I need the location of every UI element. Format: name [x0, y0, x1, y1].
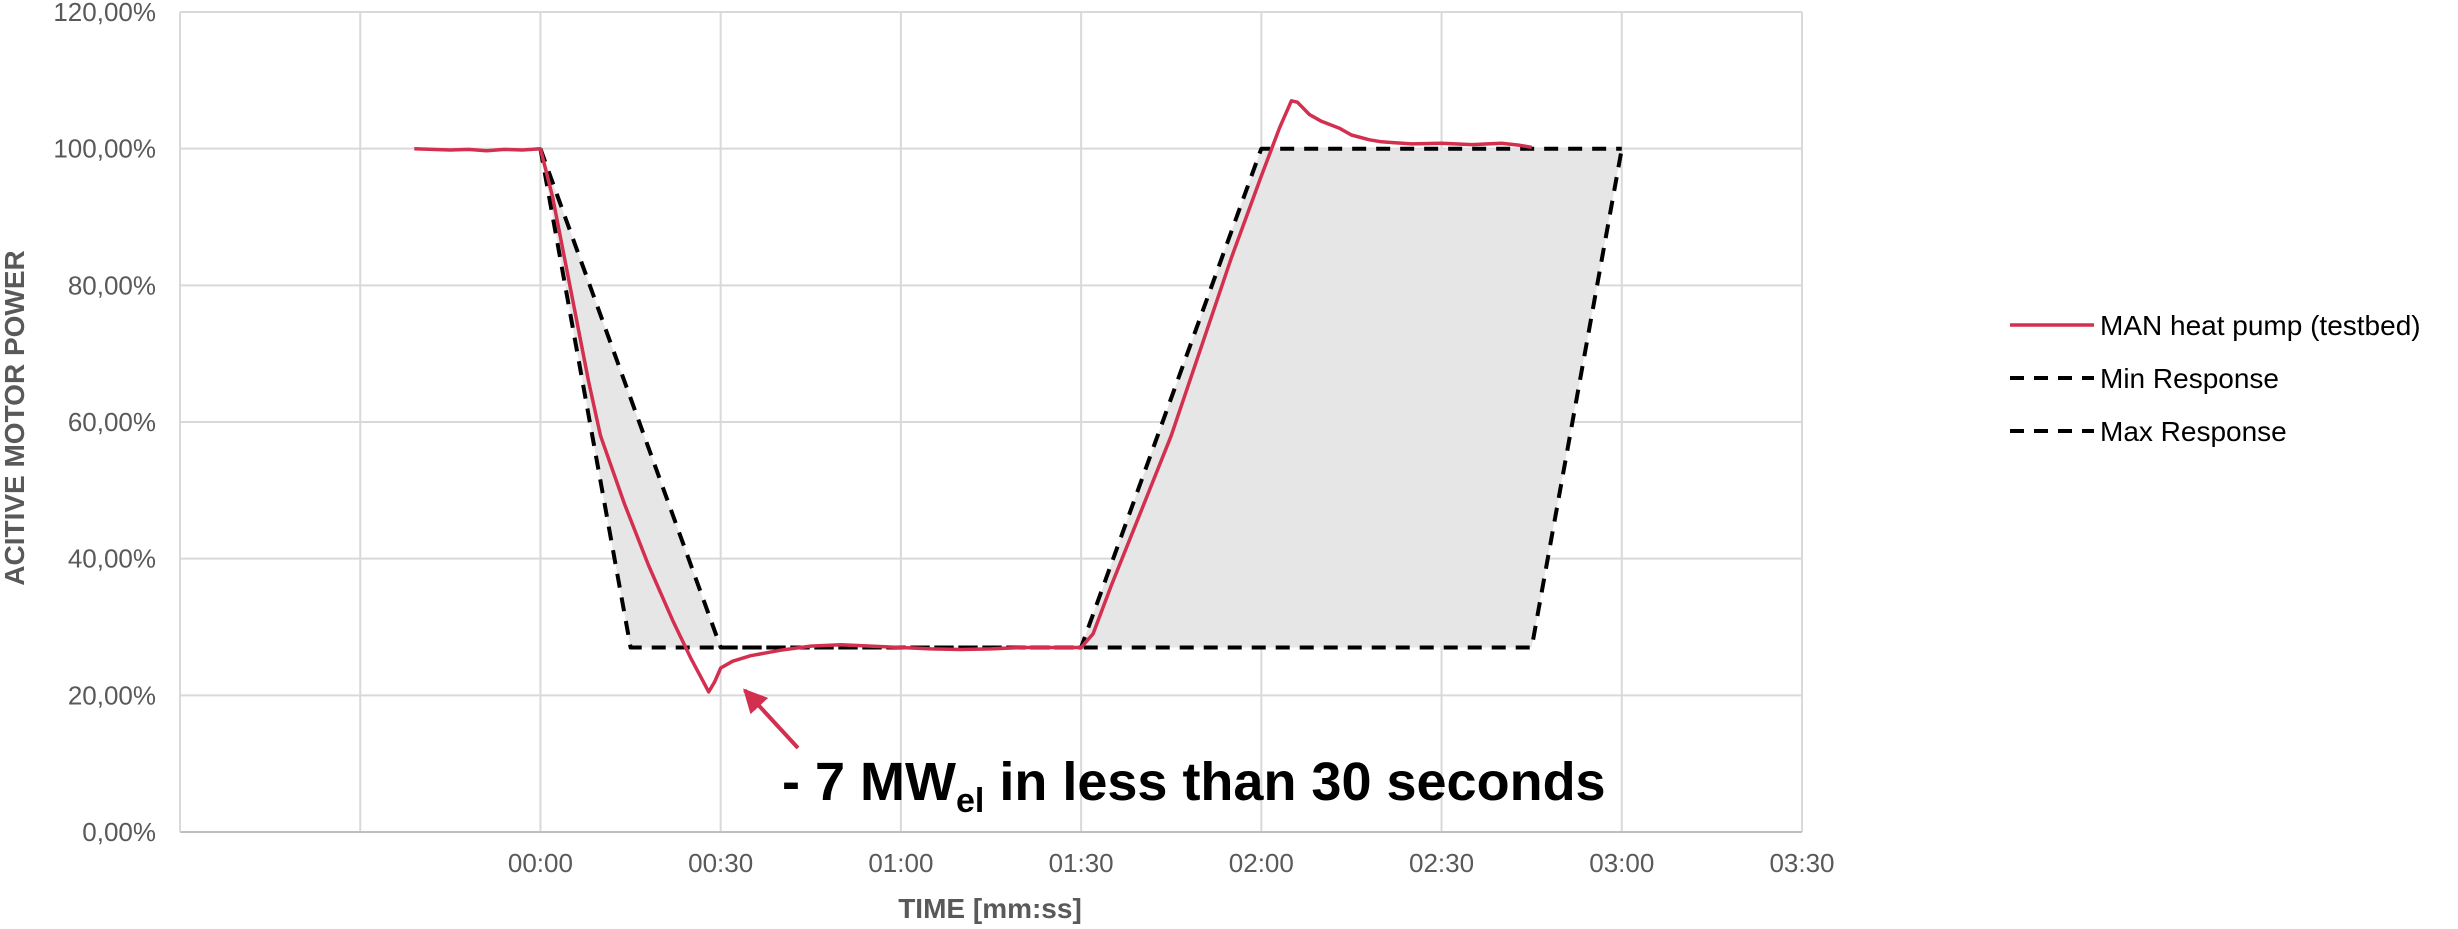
annotation-text: - 7 MWel in less than 30 seconds	[782, 752, 1606, 820]
legend-label: MAN heat pump (testbed)	[2100, 310, 2421, 341]
x-tick-label: 03:00	[1589, 848, 1654, 878]
x-tick-label: 02:30	[1409, 848, 1474, 878]
legend-label: Max Response	[2100, 416, 2287, 447]
annotation-layer: - 7 MWel in less than 30 seconds	[743, 688, 1606, 820]
x-tick-label: 00:30	[688, 848, 753, 878]
legend: MAN heat pump (testbed) Min Response Max R…	[2010, 310, 2421, 447]
x-tick-label: 01:30	[1049, 848, 1114, 878]
axes: 0,00% 20,00% 40,00% 60,00% 80,00% 100,00% 120,…	[53, 0, 1834, 878]
x-tick-label: 03:30	[1769, 848, 1834, 878]
series-line-max-response	[538, 148, 1624, 650]
x-tick-label: 01:00	[868, 848, 933, 878]
y-tick-label: 120,00%	[53, 0, 156, 27]
response-band	[540, 148, 1622, 648]
annotation-arrow	[743, 688, 800, 750]
y-tick-label: 0,00%	[82, 817, 156, 847]
y-tick-label: 20,00%	[68, 680, 156, 710]
response-band-area	[540, 148, 1622, 648]
legend-label: Min Response	[2100, 363, 2279, 394]
y-tick-label: 40,00%	[68, 544, 156, 574]
y-tick-label: 60,00%	[68, 407, 156, 437]
y-tick-label: 80,00%	[68, 270, 156, 300]
x-axis-title: TIME [mm:ss]	[898, 893, 1082, 924]
y-axis-title: ACITIVE MOTOR POWER	[0, 250, 30, 586]
series-line-man-heat-pump-testbed	[414, 99, 1532, 694]
x-tick-label: 02:00	[1229, 848, 1294, 878]
x-tick-label: 00:00	[508, 848, 573, 878]
series-layer	[414, 99, 1624, 694]
y-tick-label: 100,00%	[53, 134, 156, 164]
